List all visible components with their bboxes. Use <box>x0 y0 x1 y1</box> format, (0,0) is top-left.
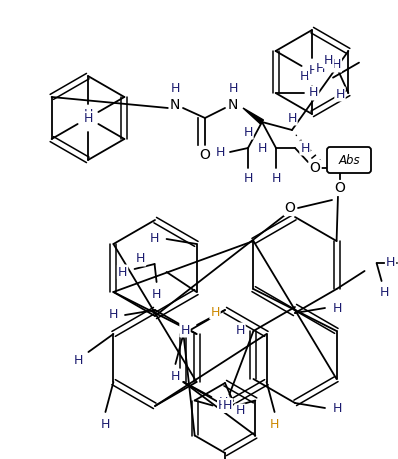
Text: H: H <box>309 86 318 100</box>
Text: H: H <box>136 252 145 265</box>
Text: H: H <box>270 418 279 431</box>
FancyBboxPatch shape <box>327 147 371 173</box>
Text: H: H <box>235 404 245 418</box>
Text: H: H <box>118 265 127 279</box>
Text: H: H <box>235 324 245 336</box>
Text: H: H <box>222 399 232 412</box>
Text: H: H <box>170 82 179 95</box>
Text: N: N <box>228 98 238 112</box>
Text: H: H <box>83 112 92 125</box>
Text: H: H <box>243 172 253 185</box>
Text: H: H <box>300 141 310 155</box>
Text: H: H <box>335 88 345 101</box>
Text: H: H <box>150 233 159 246</box>
Text: H: H <box>218 399 227 412</box>
Text: H: H <box>324 55 333 67</box>
Text: H: H <box>271 172 281 185</box>
Text: H: H <box>332 402 342 414</box>
Text: H: H <box>332 58 341 72</box>
Text: H: H <box>258 141 267 155</box>
Text: H: H <box>74 353 83 366</box>
Text: O: O <box>335 181 345 195</box>
Text: H: H <box>380 286 389 300</box>
Text: H: H <box>180 324 190 336</box>
Text: H: H <box>83 107 93 121</box>
Text: H: H <box>219 396 228 409</box>
Text: O: O <box>310 161 320 175</box>
Text: H: H <box>287 112 297 124</box>
Text: O: O <box>285 201 295 215</box>
Text: H: H <box>152 287 161 301</box>
Text: H: H <box>315 62 325 74</box>
Text: H: H <box>171 369 180 382</box>
Text: H: H <box>210 306 220 319</box>
Text: H: H <box>108 308 118 321</box>
Text: H: H <box>309 65 318 78</box>
Text: Abs: Abs <box>338 153 360 167</box>
Text: N: N <box>170 98 180 112</box>
Text: H: H <box>83 116 93 129</box>
Text: O: O <box>199 148 211 162</box>
Text: H: H <box>101 418 110 431</box>
Text: H: H <box>84 112 93 125</box>
Text: H: H <box>386 257 395 269</box>
Text: H: H <box>299 69 309 83</box>
Text: H: H <box>228 82 238 95</box>
Text: H: H <box>243 125 253 139</box>
Text: H: H <box>215 146 225 158</box>
Text: H: H <box>332 302 342 314</box>
Polygon shape <box>243 108 263 124</box>
Text: H: H <box>84 112 93 125</box>
